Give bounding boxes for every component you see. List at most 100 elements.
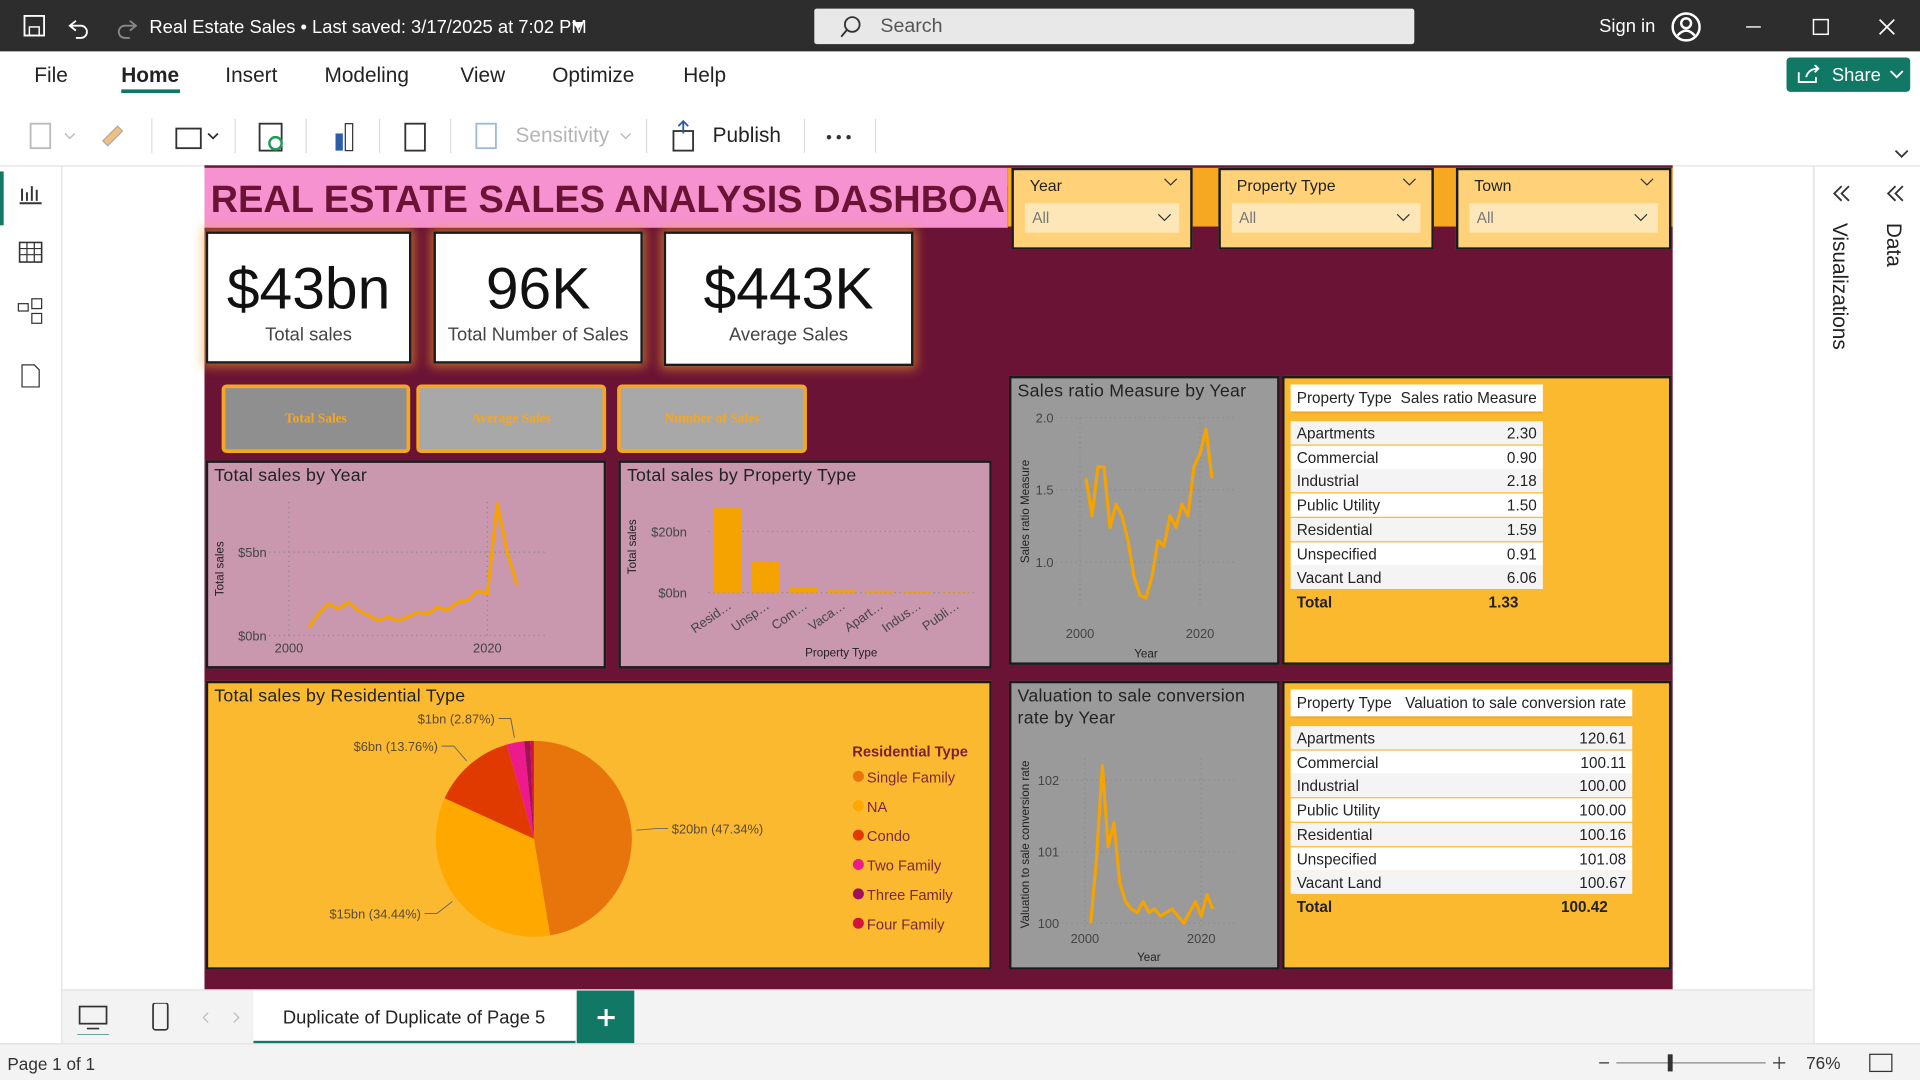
search-box[interactable]: Search	[814, 8, 1415, 45]
dax-view[interactable]	[21, 364, 40, 388]
collapse-ribbon[interactable]	[1893, 148, 1910, 160]
total-value: 100.42	[1560, 898, 1608, 916]
data-pane[interactable]: Data	[1882, 222, 1906, 267]
zoom-in[interactable]	[1773, 1056, 1786, 1069]
x-tick-label: Publi…	[919, 598, 962, 634]
title-bar: Real Estate Sales • Last saved: 3/17/202…	[0, 0, 1920, 52]
table-row: Unspecified 0.91	[1290, 541, 1543, 566]
add-page[interactable]	[576, 990, 635, 1045]
x-tick-label: Indus…	[879, 598, 924, 636]
get-data-icon[interactable]	[175, 127, 202, 150]
slicer-dropdown[interactable]: All	[1469, 203, 1658, 233]
paste-icon[interactable]	[29, 122, 52, 150]
y-tick-label: 1.5	[1036, 483, 1054, 498]
slicer-caret	[1402, 178, 1416, 186]
y-tick-label: $0bn	[658, 586, 687, 601]
table-cell: 0.90	[1506, 449, 1537, 467]
leader-line	[441, 745, 468, 762]
slicer-dropdown[interactable]: All	[1231, 203, 1421, 233]
model-view[interactable]	[17, 303, 29, 312]
menu-tab[interactable]: Optimize	[552, 63, 635, 87]
refresh-icon[interactable]	[258, 122, 283, 152]
measure-button[interactable]: Total Sales	[221, 384, 411, 454]
format-painter[interactable]	[101, 125, 124, 147]
more-dot[interactable]	[826, 134, 832, 140]
share-button[interactable]: Share	[1786, 57, 1911, 92]
slicer[interactable]: Town All	[1455, 167, 1672, 250]
table-row: Commercial 100.11	[1290, 750, 1633, 774]
caret	[1164, 178, 1178, 186]
measure-button[interactable]: Number of Sales	[617, 384, 807, 454]
data-label: $1bn (2.87%)	[418, 711, 495, 726]
y-axis-title: Sales ratio Measure	[1019, 460, 1032, 563]
page-tab[interactable]: Duplicate of Duplicate of Page 5	[253, 990, 576, 1045]
table-row: Commercial 0.90	[1290, 445, 1543, 469]
more-dot[interactable]	[836, 134, 841, 140]
slicer-label: Town	[1474, 176, 1512, 195]
kpi-label: Total Number of Sales	[447, 324, 629, 346]
new-visual-icon[interactable]	[335, 133, 343, 151]
account-icon[interactable]	[1670, 11, 1702, 43]
slicer-dropdown[interactable]: All	[1024, 203, 1180, 233]
more-dot[interactable]	[846, 134, 851, 140]
menu-tab-active[interactable]: Home	[121, 63, 180, 87]
y-tick-label: 101	[1038, 845, 1059, 860]
legend-label: Condo	[867, 829, 910, 845]
total-label: Total	[1296, 593, 1333, 611]
zoom-thumb[interactable]	[1667, 1054, 1673, 1072]
data-label: $15bn (34.44%)	[330, 906, 421, 921]
sign-in[interactable]: Sign in	[1599, 15, 1656, 37]
save-icon-detail	[28, 26, 40, 37]
data-line	[1089, 764, 1215, 925]
mobile-layout[interactable]	[152, 1002, 169, 1031]
menu-tab[interactable]: File	[34, 63, 68, 87]
paste-caret	[64, 132, 76, 140]
slicer-value: All	[1032, 209, 1050, 227]
caret	[1402, 178, 1416, 186]
column-header: Property Type	[1296, 694, 1392, 712]
maximize[interactable]	[1812, 18, 1829, 36]
table-view[interactable]	[18, 241, 43, 263]
calculator-icon[interactable]	[404, 122, 426, 152]
measure-button[interactable]: Average Sales	[416, 384, 607, 454]
quick-access	[23, 15, 138, 39]
visualizations-pane[interactable]: Visualizations	[1828, 222, 1852, 350]
publish-button[interactable]: Publish	[712, 123, 781, 147]
slicer[interactable]: Property Type All	[1218, 167, 1434, 250]
tab-prev[interactable]	[202, 1012, 209, 1023]
slicer[interactable]: Year All	[1011, 167, 1193, 250]
page-count: Page 1 of 1	[7, 1054, 96, 1074]
kpi-card: 96K Total Number of Sales	[433, 231, 643, 364]
pie-slice	[524, 740, 534, 839]
menu-tab[interactable]: View	[460, 63, 506, 87]
redo-icon[interactable]	[117, 20, 138, 39]
table-row: Vacant Land 100.67	[1290, 870, 1633, 895]
undo-icon[interactable]	[68, 20, 88, 39]
save-icon[interactable]	[23, 15, 46, 37]
expand-data[interactable]	[1886, 185, 1904, 202]
desktop-layout[interactable]	[78, 1005, 108, 1025]
expand-visualizations[interactable]	[1832, 185, 1850, 202]
close[interactable]	[1878, 18, 1895, 35]
chart-title: Valuation to sale conversion rate by Yea…	[1017, 686, 1246, 729]
window-controls	[1746, 18, 1895, 36]
publish-icon[interactable]	[672, 130, 694, 152]
table-cell: 2.18	[1506, 473, 1537, 491]
chart-title: Sales ratio Measure by Year	[1017, 382, 1247, 402]
menu-tab[interactable]: Insert	[225, 63, 278, 87]
refresh-arrows	[268, 135, 283, 151]
kpi-value: 96K	[485, 257, 591, 323]
page-tab-label: Duplicate of Duplicate of Page 5	[282, 1007, 546, 1029]
menu-tab[interactable]: Help	[683, 63, 727, 87]
table-cell: Residential	[1296, 826, 1373, 844]
fit-page[interactable]	[1869, 1052, 1893, 1074]
menu-bar	[0, 51, 1920, 105]
x-tick-label: Apart…	[842, 598, 886, 635]
menu-tab[interactable]: Modeling	[324, 63, 409, 87]
title-dropdown[interactable]	[571, 21, 586, 31]
caret	[1894, 149, 1909, 159]
zoom-slider[interactable]	[1594, 1052, 1790, 1074]
report-view[interactable]	[19, 186, 42, 205]
tab-next[interactable]	[233, 1012, 240, 1023]
lens	[843, 16, 861, 33]
